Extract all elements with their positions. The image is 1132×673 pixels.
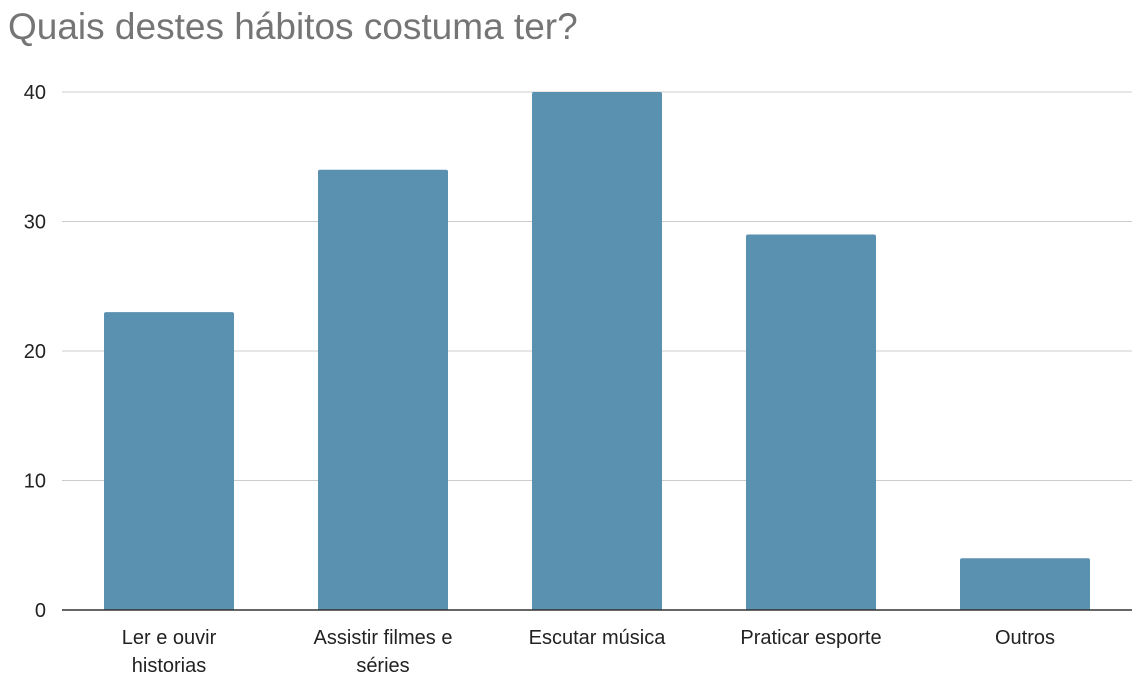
y-tick-label-40: 40 <box>24 82 46 104</box>
x-tick-label-5: Outros <box>995 627 1055 649</box>
x-tick-label-4: Praticar esporte <box>740 627 881 649</box>
x-tick-label-2: Assistir filmes e séries <box>314 627 453 673</box>
labels: 0 10 20 30 40 Ler e ouvir historias Assistir fi… <box>24 82 1055 673</box>
x-tick-label-3: Escutar música <box>529 627 667 649</box>
y-tick-label-10: 10 <box>24 471 46 493</box>
y-tick-label-20: 20 <box>24 341 46 363</box>
x-tick-label-1: Ler e ouvir historias <box>122 627 217 673</box>
chart-title: Quais destes hábitos costuma ter? <box>8 6 578 47</box>
bar-5 <box>960 558 1090 610</box>
bar-4 <box>746 234 876 610</box>
y-tick-label-30: 30 <box>24 212 46 234</box>
bar-1 <box>104 312 234 610</box>
bar-2 <box>318 169 448 610</box>
bar-3 <box>532 92 662 610</box>
bars <box>104 92 1090 610</box>
y-tick-label-0: 0 <box>35 600 46 622</box>
